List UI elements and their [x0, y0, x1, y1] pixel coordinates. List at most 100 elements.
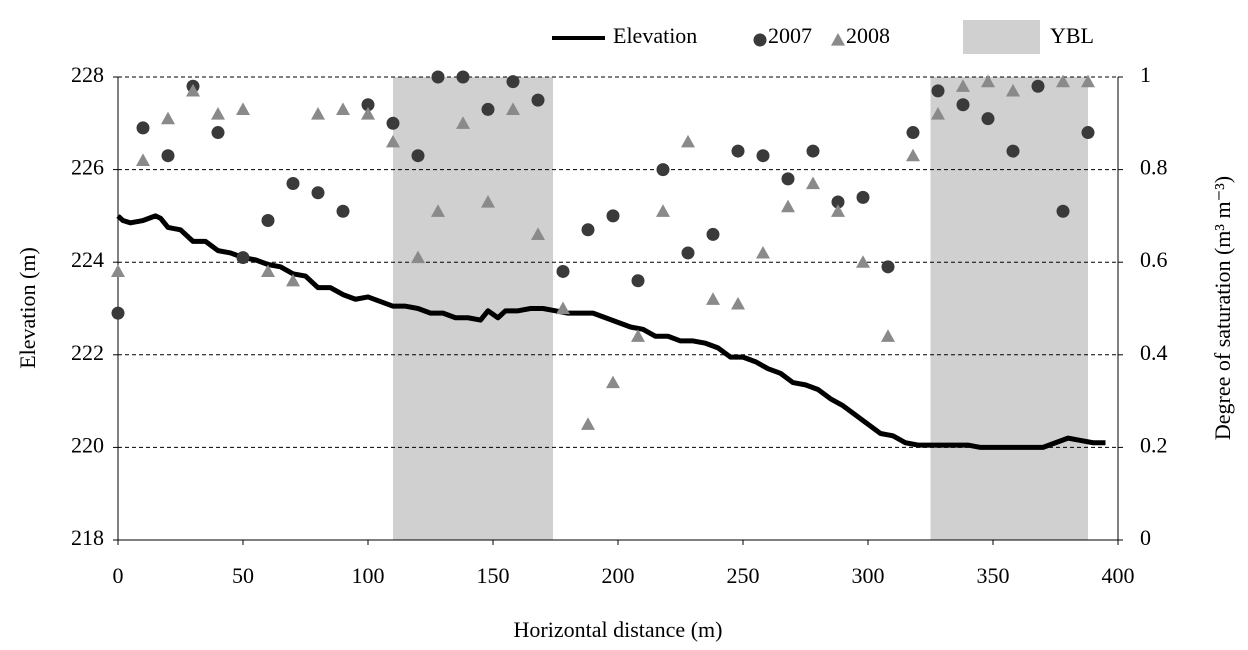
point: [781, 172, 795, 186]
point: [1031, 79, 1045, 93]
point: [931, 84, 945, 98]
point: [386, 116, 400, 130]
point: [631, 329, 645, 342]
x-tick-label: 50: [232, 563, 254, 588]
point: [481, 102, 495, 116]
point: [556, 301, 570, 315]
y-tick-label: 220: [71, 432, 104, 457]
point: [756, 149, 770, 163]
point: [431, 204, 445, 217]
y-tick-label: 224: [71, 247, 104, 272]
point: [681, 246, 695, 260]
y2-tick-label: 0.4: [1140, 340, 1168, 365]
point: [956, 79, 970, 92]
point: [656, 204, 670, 217]
y-axis-label: Elevation (m): [15, 247, 40, 369]
point: [731, 144, 745, 158]
y-tick-label: 226: [71, 155, 104, 180]
point: [756, 245, 770, 259]
point: [161, 111, 175, 125]
point: [336, 102, 350, 116]
point: [631, 274, 645, 288]
y2-tick-label: 0: [1140, 525, 1151, 550]
x-tick-label: 150: [477, 563, 510, 588]
point: [606, 209, 620, 223]
point: [981, 74, 995, 88]
legend-label: Elevation: [613, 23, 697, 48]
x-tick-label: 100: [352, 563, 385, 588]
x-tick-label: 400: [1102, 563, 1135, 588]
y2-tick-label: 0.6: [1140, 247, 1168, 272]
point: [336, 204, 350, 218]
legend-swatch: [831, 33, 845, 46]
point: [161, 149, 175, 163]
point: [431, 70, 445, 84]
point: [411, 250, 425, 264]
point: [311, 186, 325, 200]
point: [956, 98, 970, 112]
x-axis-label: Horizontal distance (m): [514, 617, 723, 642]
point: [606, 375, 620, 389]
point: [111, 264, 125, 278]
x-tick-label: 300: [852, 563, 885, 588]
point: [906, 148, 920, 162]
legend-swatch: [963, 20, 1040, 54]
point: [681, 134, 695, 148]
point: [1081, 74, 1095, 88]
point: [261, 214, 275, 228]
point: [1006, 83, 1020, 97]
point: [506, 102, 520, 116]
point: [136, 121, 150, 135]
x-tick-label: 350: [977, 563, 1010, 588]
point: [531, 93, 545, 107]
point: [286, 273, 300, 287]
point: [361, 98, 375, 112]
point: [211, 107, 225, 120]
point: [706, 292, 720, 305]
point: [481, 195, 495, 208]
point: [806, 176, 820, 190]
y2-axis-label: Degree of saturation (m³ m⁻³): [1210, 176, 1235, 440]
y-tick-label: 222: [71, 340, 104, 365]
point: [506, 75, 520, 89]
legend-swatch: [753, 33, 767, 47]
x-tick-label: 200: [602, 563, 635, 588]
elevation-line: [116, 213, 1106, 450]
point: [881, 329, 895, 342]
point: [856, 255, 870, 268]
point: [386, 134, 400, 148]
point: [1081, 126, 1095, 140]
point: [456, 116, 470, 129]
point: [856, 190, 870, 204]
point: [236, 251, 250, 265]
x-tick-label: 250: [727, 563, 760, 588]
y-tick-label: 228: [71, 62, 104, 87]
point: [931, 107, 945, 120]
point: [1056, 74, 1070, 88]
point: [581, 417, 595, 430]
point: [361, 107, 375, 120]
point: [731, 296, 745, 310]
point: [806, 144, 820, 158]
point: [111, 306, 125, 320]
legend-label: 2008: [846, 23, 890, 48]
point: [556, 264, 570, 278]
point: [981, 112, 995, 126]
legend-label: YBL: [1050, 23, 1094, 48]
point: [311, 107, 325, 120]
point: [831, 204, 845, 217]
point: [581, 223, 595, 237]
y2-tick-label: 1: [1140, 62, 1151, 87]
point: [261, 264, 275, 278]
x-tick-label: 0: [113, 563, 124, 588]
y-tick-label: 218: [71, 525, 104, 550]
point: [706, 227, 720, 241]
point: [136, 153, 150, 166]
point: [906, 126, 920, 140]
point: [236, 102, 250, 116]
y2-tick-label: 0.8: [1140, 155, 1168, 180]
point: [286, 176, 300, 190]
point: [1056, 204, 1070, 218]
y2-tick-label: 0.2: [1140, 432, 1168, 457]
